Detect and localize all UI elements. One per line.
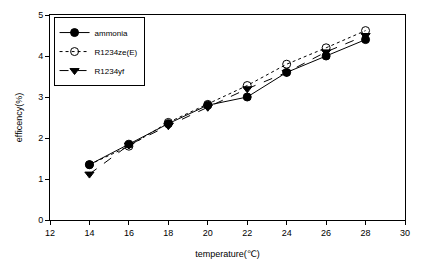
svg-text:24: 24: [282, 228, 292, 238]
svg-text:temperature(℃): temperature(℃): [195, 249, 260, 259]
svg-text:1: 1: [38, 174, 43, 184]
svg-text:R1234yf: R1234yf: [95, 67, 126, 76]
svg-text:18: 18: [163, 228, 173, 238]
svg-text:R1234ze(E): R1234ze(E): [95, 48, 138, 57]
svg-text:26: 26: [321, 228, 331, 238]
svg-text:ammonia: ammonia: [95, 29, 128, 38]
svg-text:4: 4: [38, 51, 43, 61]
svg-text:3: 3: [38, 92, 43, 102]
svg-text:12: 12: [45, 228, 55, 238]
svg-text:2: 2: [38, 133, 43, 143]
svg-text:22: 22: [242, 228, 252, 238]
svg-text:16: 16: [124, 228, 134, 238]
svg-text:20: 20: [203, 228, 213, 238]
svg-text:28: 28: [361, 228, 371, 238]
svg-text:0: 0: [38, 215, 43, 225]
svg-text:30: 30: [400, 228, 410, 238]
svg-text:efficency(%): efficency(%): [14, 93, 24, 142]
svg-text:5: 5: [38, 10, 43, 20]
svg-text:14: 14: [84, 228, 94, 238]
